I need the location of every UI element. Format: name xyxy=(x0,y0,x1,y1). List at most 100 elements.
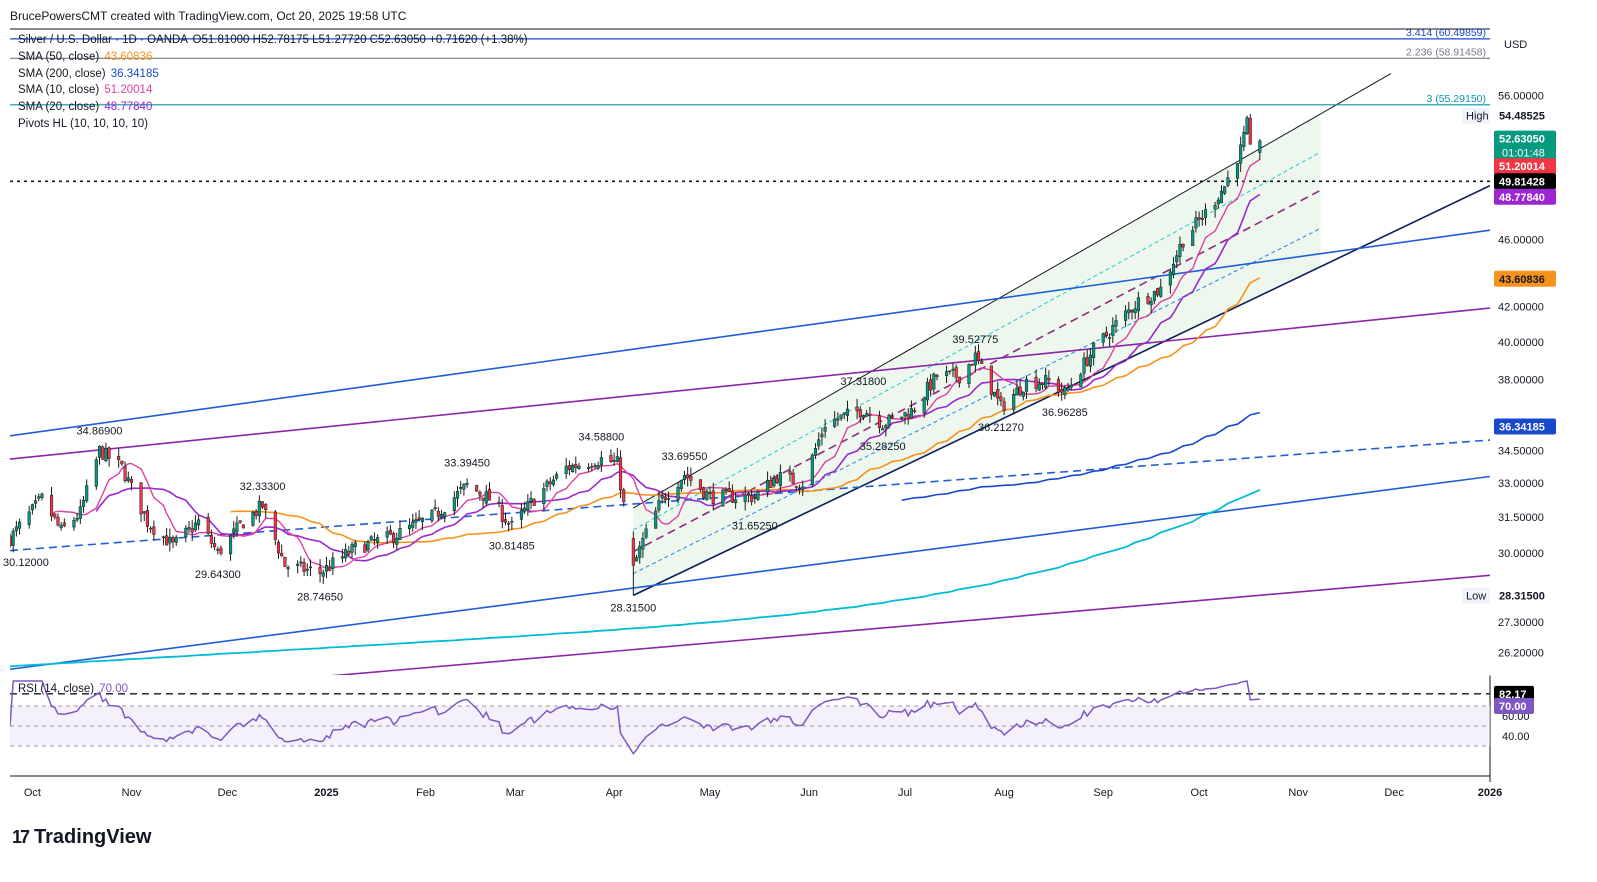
candle-body xyxy=(1146,296,1150,304)
legend-sma10: SMA (10, close) 51.20014 xyxy=(18,84,152,96)
channel-upper-line xyxy=(633,73,1392,509)
candle-body xyxy=(251,512,255,526)
candle-body xyxy=(599,457,603,466)
candle-body xyxy=(328,566,332,571)
candle-body xyxy=(1069,384,1073,388)
candle-body xyxy=(542,488,546,505)
candle-body xyxy=(18,521,22,529)
candle-body xyxy=(388,529,392,535)
time-tick-label: Nov xyxy=(122,787,142,799)
legend-sma10-value: 51.20014 xyxy=(104,84,153,96)
candle-body xyxy=(686,474,690,479)
pivot-label: 28.31500 xyxy=(610,602,656,614)
candle-body xyxy=(1248,117,1252,145)
tradingview-logo[interactable]: 17 TradingView xyxy=(12,826,151,849)
candle-body xyxy=(235,522,239,532)
time-tick-label: 2025 xyxy=(314,787,338,799)
candle-body xyxy=(548,481,552,485)
candle-body xyxy=(149,527,153,530)
candle-body xyxy=(571,464,575,472)
candle-body xyxy=(503,519,508,523)
candle-body xyxy=(996,389,1000,399)
price-tag-countdown: 01:01:48 xyxy=(1502,148,1545,160)
candle-body xyxy=(139,482,143,515)
candle-body xyxy=(299,561,303,564)
rsi-last-value: 70.00 xyxy=(1499,701,1527,713)
time-tick-label: Sep xyxy=(1093,787,1113,799)
upper-purple-trendline xyxy=(10,307,1490,460)
candle-body xyxy=(868,413,872,416)
time-tick-label: Apr xyxy=(606,787,623,799)
candle-body xyxy=(932,373,936,390)
candle-body xyxy=(27,511,31,525)
price-tag-note-box xyxy=(1462,107,1490,124)
candle-body xyxy=(708,492,712,494)
candle-body xyxy=(411,521,415,528)
candle-body xyxy=(123,466,127,482)
candle-body xyxy=(465,482,469,485)
candle-body xyxy=(10,535,12,547)
candle-body xyxy=(884,425,888,429)
rsi-layer xyxy=(10,680,1490,755)
price-tag-value: 48.77840 xyxy=(1499,192,1545,204)
candle-body xyxy=(487,488,492,501)
candle-body xyxy=(34,500,38,504)
price-tick-label: 34.50000 xyxy=(1498,446,1544,458)
candle-body xyxy=(296,563,300,566)
candle-body xyxy=(644,528,648,538)
candle-body xyxy=(634,557,639,562)
candle-body xyxy=(820,433,824,438)
candle-body xyxy=(957,376,961,384)
candle-body xyxy=(85,485,89,502)
candle-body xyxy=(443,512,447,518)
candle-body xyxy=(187,527,191,530)
candle-body xyxy=(184,527,188,538)
candle-body xyxy=(679,480,683,489)
candle-body xyxy=(11,530,15,546)
candle-body xyxy=(1002,401,1006,411)
legend-pivots: Pivots HL (10, 10, 10, 10) xyxy=(18,118,148,130)
candle-body xyxy=(778,472,782,486)
candle-body xyxy=(385,531,389,538)
candle-body xyxy=(682,475,687,480)
legend-sma10-label: SMA (10, close) xyxy=(18,84,100,96)
channel-quarter-low xyxy=(633,228,1321,574)
candle-body xyxy=(887,414,891,426)
candle-body xyxy=(1111,325,1115,336)
candle-body xyxy=(1194,217,1198,229)
price-tick-label: 42.00000 xyxy=(1498,301,1544,313)
candle-body xyxy=(331,557,335,569)
candle-body xyxy=(1159,286,1163,297)
candle-body xyxy=(59,525,63,528)
candle-body xyxy=(238,520,242,523)
pivot-label: 30.81485 xyxy=(489,540,535,552)
candle-body xyxy=(977,351,981,361)
candle-body xyxy=(1127,309,1131,314)
price-tick-label: 46.00000 xyxy=(1498,235,1544,247)
candle-body xyxy=(197,519,201,526)
candle-body xyxy=(1015,387,1019,396)
candle-body xyxy=(497,501,501,504)
price-tag-value: 54.48525 xyxy=(1499,111,1545,123)
candle-body xyxy=(903,411,907,417)
time-tick-label: Aug xyxy=(994,787,1014,799)
candle-body xyxy=(81,500,86,507)
candle-body xyxy=(372,539,376,541)
candle-body xyxy=(213,543,217,548)
candle-body xyxy=(433,507,437,509)
candle-body xyxy=(260,501,265,508)
candle-body xyxy=(1168,271,1172,286)
candle-body xyxy=(1226,177,1230,186)
candle-body xyxy=(1200,218,1204,220)
plot-area xyxy=(10,28,1490,776)
candle-body xyxy=(344,549,348,559)
candle-body xyxy=(702,487,706,499)
candle-body xyxy=(711,490,715,504)
price-tag xyxy=(1494,130,1556,161)
candle-body xyxy=(1181,243,1185,248)
candle-body xyxy=(321,572,325,577)
candle-body xyxy=(481,497,485,501)
candle-body xyxy=(750,495,754,502)
candle-body xyxy=(855,406,859,412)
